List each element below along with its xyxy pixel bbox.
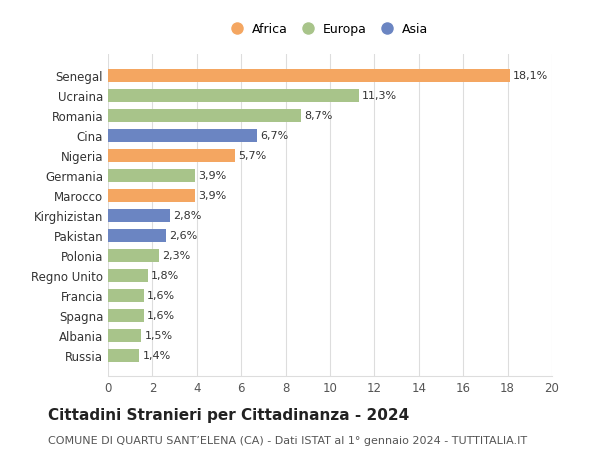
Text: 5,7%: 5,7% [238, 151, 266, 161]
Text: 3,9%: 3,9% [198, 191, 226, 201]
Bar [108, 289, 143, 302]
Text: 18,1%: 18,1% [513, 71, 548, 81]
Text: 11,3%: 11,3% [362, 91, 397, 101]
Bar [108, 169, 194, 182]
Bar [108, 150, 235, 162]
Text: 2,8%: 2,8% [173, 211, 202, 221]
Text: 1,6%: 1,6% [147, 291, 175, 301]
Bar [108, 309, 143, 322]
Bar [108, 349, 139, 362]
Text: Cittadini Stranieri per Cittadinanza - 2024: Cittadini Stranieri per Cittadinanza - 2… [48, 407, 409, 422]
Bar [108, 269, 148, 282]
Text: 6,7%: 6,7% [260, 131, 289, 141]
Text: 2,6%: 2,6% [169, 231, 197, 241]
Legend: Africa, Europa, Asia: Africa, Europa, Asia [228, 20, 432, 40]
Text: 2,3%: 2,3% [163, 251, 191, 261]
Text: 1,5%: 1,5% [145, 330, 173, 340]
Text: 1,4%: 1,4% [142, 350, 170, 360]
Bar [108, 189, 194, 202]
Text: 1,6%: 1,6% [147, 310, 175, 320]
Bar [108, 229, 166, 242]
Bar [108, 249, 159, 262]
Bar [108, 110, 301, 123]
Bar [108, 90, 359, 102]
Text: 1,8%: 1,8% [151, 270, 179, 280]
Bar [108, 209, 170, 222]
Bar [108, 129, 257, 142]
Text: 8,7%: 8,7% [304, 111, 333, 121]
Bar [108, 70, 510, 83]
Text: 3,9%: 3,9% [198, 171, 226, 181]
Bar [108, 329, 142, 342]
Text: COMUNE DI QUARTU SANT’ELENA (CA) - Dati ISTAT al 1° gennaio 2024 - TUTTITALIA.IT: COMUNE DI QUARTU SANT’ELENA (CA) - Dati … [48, 435, 527, 445]
